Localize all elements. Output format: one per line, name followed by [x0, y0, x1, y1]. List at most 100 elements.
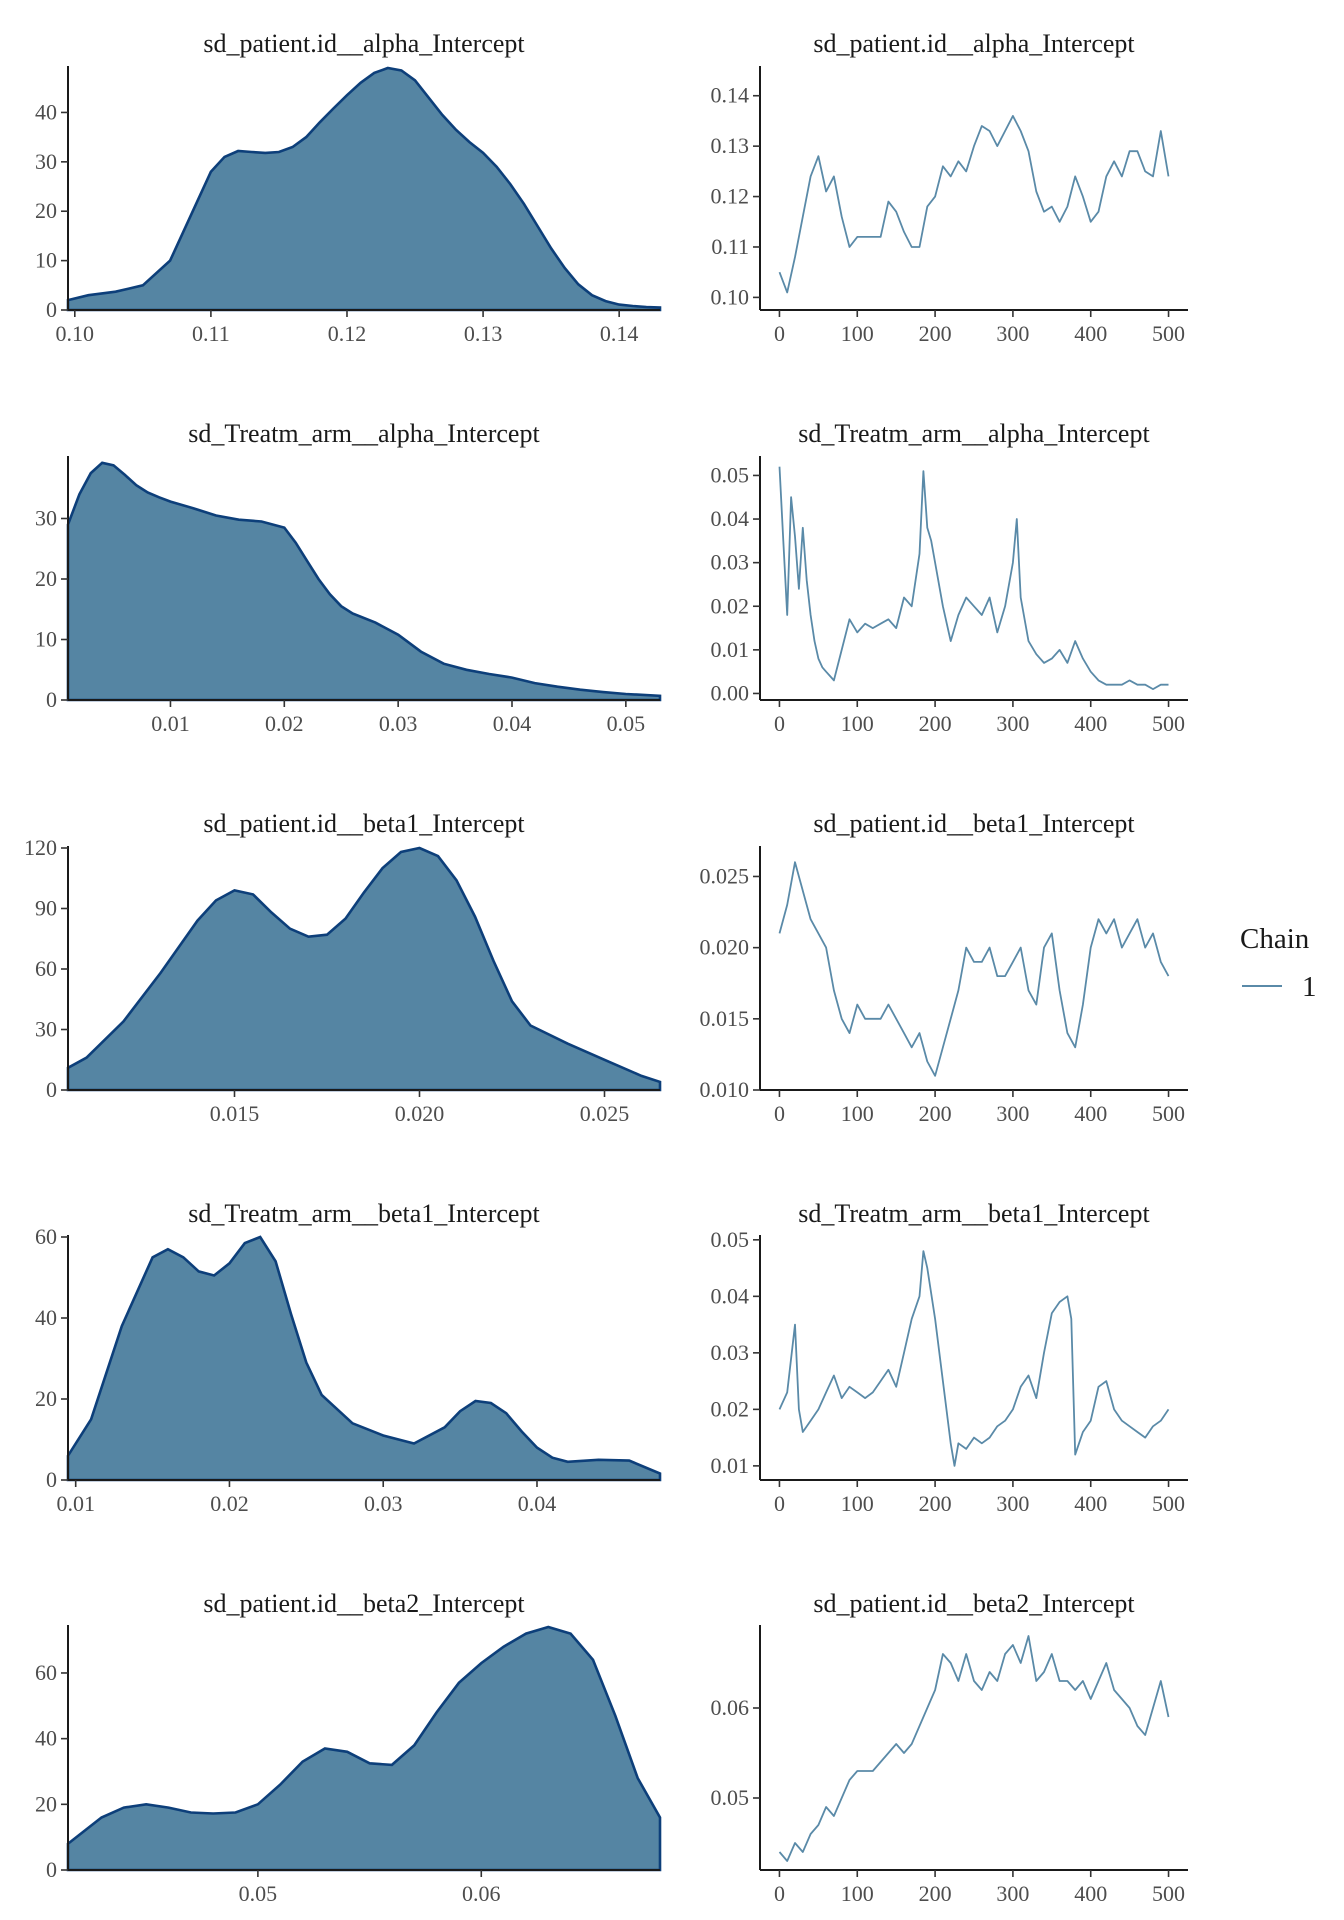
x-tick-label: 100 [841, 1491, 874, 1516]
x-tick-label: 400 [1074, 1881, 1107, 1906]
y-tick-label: 0.01 [711, 637, 750, 662]
x-tick-label: 0.14 [600, 321, 639, 346]
y-tick-label: 0.01 [711, 1453, 750, 1478]
x-tick-label: 0.10 [56, 321, 95, 346]
panel-8-trace: sd_Treatm_arm__beta1_Intercept 0.01 0.02 0.… [711, 1199, 1188, 1516]
x-tick-label: 0.01 [56, 1491, 95, 1516]
x-tick-label: 300 [996, 321, 1029, 346]
y-tick-label: 0 [46, 1857, 57, 1882]
y-tick-label: 0.00 [711, 680, 750, 705]
x-tick-label: 500 [1152, 1491, 1185, 1516]
y-tick-label: 0.11 [711, 234, 749, 259]
x-tick-label: 0 [774, 321, 785, 346]
x-tick-label: 300 [996, 1101, 1029, 1126]
trace-line [778, 1635, 1170, 1862]
y-tick-label: 40 [35, 1726, 57, 1751]
y-tick-label: 0.13 [711, 133, 750, 158]
y-tick-label: 20 [35, 1791, 57, 1816]
panel-2-trace: sd_patient.id__alpha_Intercept 0.10 0.11 0.… [711, 29, 1188, 346]
panel-1-density: sd_patient.id__alpha_Intercept 0 10 20 30 40 0… [35, 29, 662, 346]
panel-7-density: sd_Treatm_arm__beta1_Intercept 0 20 40 60 0.0… [35, 1199, 662, 1516]
x-tick-label: 400 [1074, 711, 1107, 736]
legend-label: 1 [1302, 971, 1317, 1003]
y-tick-label: 0.025 [700, 863, 750, 888]
panel-5-density: sd_patient.id__beta1_Intercept 0 30 60 90 120… [24, 809, 662, 1126]
x-tick-label: 0.04 [493, 711, 532, 736]
y-tick-label: 60 [35, 1660, 57, 1685]
x-tick-label: 0.020 [395, 1101, 445, 1126]
x-tick-label: 0.03 [364, 1491, 403, 1516]
legend: Chain 1 [1240, 923, 1317, 1003]
x-tick-label: 0 [774, 711, 785, 736]
x-tick-label: 0.02 [265, 711, 304, 736]
panel-9-density: sd_patient.id__beta2_Intercept 0 20 40 60 0.0… [35, 1589, 662, 1906]
x-tick-label: 0.12 [328, 321, 367, 346]
x-tick-label: 0.05 [239, 1881, 278, 1906]
x-tick-label: 0.01 [151, 711, 190, 736]
y-tick-label: 0.05 [711, 1227, 750, 1252]
y-tick-label: 30 [35, 506, 57, 531]
x-tick-label: 200 [919, 1491, 952, 1516]
y-tick-label: 0.06 [711, 1695, 750, 1720]
panel-title: sd_patient.id__alpha_Intercept [203, 29, 525, 58]
x-tick-label: 100 [841, 1881, 874, 1906]
x-tick-label: 100 [841, 321, 874, 346]
x-tick-label: 200 [919, 1881, 952, 1906]
x-tick-label: 0.04 [518, 1491, 557, 1516]
x-tick-label: 100 [841, 711, 874, 736]
y-tick-label: 60 [35, 956, 57, 981]
y-tick-label: 0.10 [711, 284, 750, 309]
density-area [66, 1235, 662, 1482]
x-tick-label: 0.11 [192, 321, 230, 346]
trace-line [778, 466, 1169, 690]
panel-title: sd_patient.id__beta1_Intercept [203, 809, 525, 838]
y-tick-label: 0.02 [711, 593, 750, 618]
y-tick-label: 30 [35, 149, 57, 174]
x-tick-label: 0 [774, 1101, 785, 1126]
x-tick-label: 200 [919, 1101, 952, 1126]
y-tick-label: 20 [35, 198, 57, 223]
panel-title: sd_Treatm_arm__beta1_Intercept [188, 1199, 540, 1228]
x-tick-label: 0.015 [210, 1101, 260, 1126]
density-area [66, 461, 662, 702]
x-tick-label: 300 [996, 1881, 1029, 1906]
x-tick-label: 0 [774, 1881, 785, 1906]
x-tick-label: 0 [774, 1491, 785, 1516]
y-tick-label: 0 [46, 1077, 57, 1102]
y-tick-label: 40 [35, 99, 57, 124]
y-tick-label: 0.02 [711, 1396, 750, 1421]
panel-title: sd_patient.id__beta2_Intercept [813, 1589, 1135, 1618]
y-tick-label: 0.03 [711, 550, 750, 575]
x-tick-label: 200 [919, 711, 952, 736]
x-tick-label: 400 [1074, 321, 1107, 346]
panel-title: sd_patient.id__beta2_Intercept [203, 1589, 525, 1618]
trace-line [778, 1250, 1170, 1467]
density-area [66, 66, 662, 312]
x-tick-label: 0.06 [462, 1881, 501, 1906]
panel-title: sd_patient.id__beta1_Intercept [813, 809, 1135, 838]
y-tick-label: 10 [35, 248, 57, 273]
x-tick-label: 0.13 [464, 321, 503, 346]
panel-title: sd_Treatm_arm__alpha_Intercept [798, 419, 1150, 448]
y-tick-label: 20 [35, 1386, 57, 1411]
panel-title: sd_Treatm_arm__beta1_Intercept [798, 1199, 1150, 1228]
x-tick-label: 0.02 [210, 1491, 249, 1516]
trace-line [778, 115, 1170, 294]
panel-3-density: sd_Treatm_arm__alpha_Intercept 0 10 20 30 0.0… [35, 419, 662, 736]
y-tick-label: 0.04 [711, 1283, 750, 1308]
y-tick-label: 0.12 [711, 184, 750, 209]
x-tick-label: 200 [919, 321, 952, 346]
y-tick-label: 0.14 [711, 83, 750, 108]
y-tick-label: 0.03 [711, 1340, 750, 1365]
x-tick-label: 500 [1152, 1101, 1185, 1126]
x-tick-label: 500 [1152, 1881, 1185, 1906]
y-tick-label: 120 [24, 835, 57, 860]
x-tick-label: 0.05 [607, 711, 646, 736]
x-tick-label: 100 [841, 1101, 874, 1126]
y-tick-label: 90 [35, 896, 57, 921]
legend-title: Chain [1240, 923, 1310, 955]
x-tick-label: 400 [1074, 1491, 1107, 1516]
x-tick-label: 300 [996, 1491, 1029, 1516]
y-tick-label: 0.020 [700, 935, 750, 960]
panel-10-trace: sd_patient.id__beta2_Intercept 0.05 0.06 0 1… [711, 1589, 1188, 1906]
